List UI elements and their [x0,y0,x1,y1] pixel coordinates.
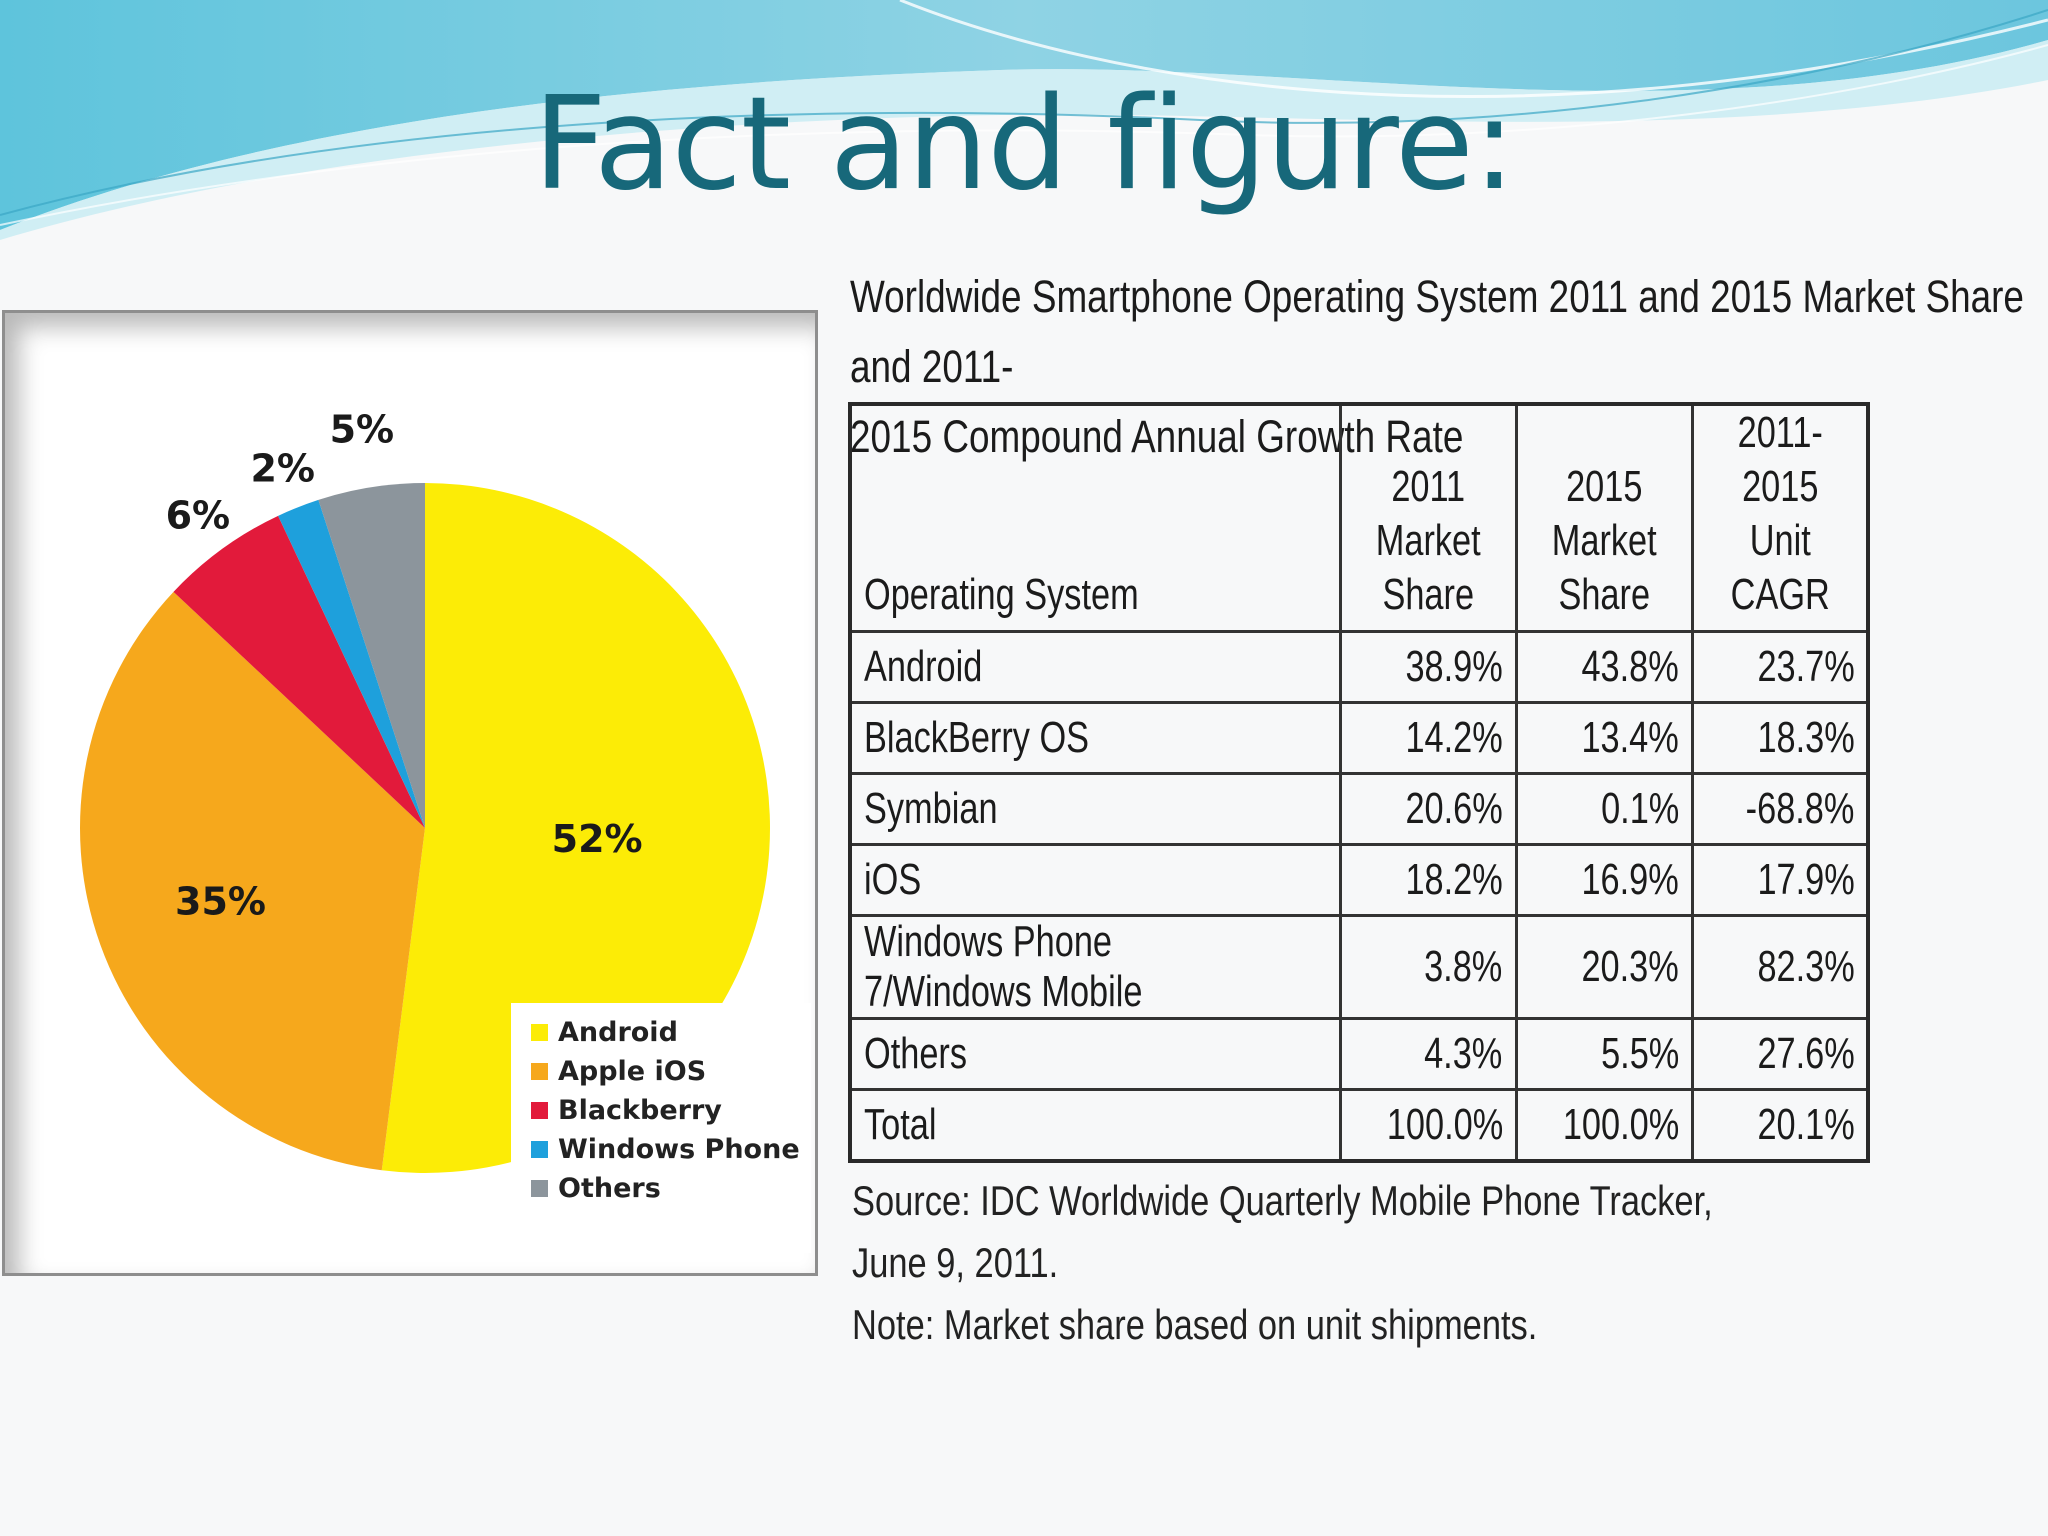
pie-slice-others [318,483,425,828]
pie-slice-android [381,483,770,1173]
table-row: Symbian 20.6% 0.1% -68.8% [848,772,1870,846]
table-cell-value: 43.8% [1514,630,1694,704]
table-cell-value: 18.2% [1338,843,1518,917]
header-wave-decoration [0,0,2048,240]
table-cell-value: 27.6% [1690,1017,1870,1091]
table-cell-value: 3.8% [1338,914,1518,1020]
pie-label-windows-phone: 2% [250,447,315,491]
legend-item-apple-ios: Apple iOS [511,1052,811,1091]
note-text: Note: Market share based on unit shipmen… [852,1301,1538,1348]
table-cell-value: 17.9% [1690,843,1870,917]
legend-item-windows-phone: Windows Phone [511,1130,811,1169]
table-cell-value: 20.6% [1338,772,1518,846]
legend-label: Apple iOS [558,1056,707,1087]
pie-label-others: 5% [330,407,395,451]
legend-swatch [531,1063,548,1080]
pie-label-apple-ios: 35% [175,880,266,924]
slide-title: Fact and figure: [533,70,1516,219]
table-row: Windows Phone 7/Windows Mobile 3.8% 20.3% 8… [848,914,1870,1020]
table-cell-os: Others [848,1017,1342,1091]
table-cell-value: 4.3% [1338,1017,1518,1091]
pie-legend: Android Apple iOS Blackberry Windows Phone O… [511,1003,811,1253]
table-row: BlackBerry OS 14.2% 13.4% 18.3% [848,701,1870,775]
table-cell-os: Total [848,1088,1342,1162]
table-cell-value: 82.3% [1690,914,1870,1020]
table-cell-value: 14.2% [1338,701,1518,775]
table-cell-value: 13.4% [1514,701,1694,775]
pie-label-android: 52% [552,817,643,861]
legend-swatch [531,1180,548,1197]
column-header-cagr: 2011-2015 Unit CAGR [1690,402,1870,633]
table-cell-os: Windows Phone 7/Windows Mobile [848,914,1342,1020]
pie-labels: 52% 35% 6% 2% 5% [166,407,643,923]
legend-label: Android [558,1017,678,1048]
pie-chart-panel: 52% 35% 6% 2% 5% Android Apple iOS Blackberry W… [2,310,818,1276]
table-cell-value: 5.5% [1514,1017,1694,1091]
table-cell-os: BlackBerry OS [848,701,1342,775]
pie-slices [79,483,770,1173]
legend-item-blackberry: Blackberry [511,1091,811,1130]
source-note: Source: IDC Worldwide Quarterly Mobile P… [852,1170,1754,1356]
pie-slice-windows-phone [278,499,425,828]
table-cell-value: 100.0% [1338,1088,1518,1162]
legend-item-android: Android [511,1013,811,1052]
pie-slice-blackberry [173,515,425,828]
column-header-operating-system: Operating System [848,402,1342,633]
table-row: Total 100.0% 100.0% 20.1% [848,1088,1870,1162]
legend-item-others: Others [511,1169,811,1208]
table-cell-value: 18.3% [1690,701,1870,775]
pie-slice-apple-ios [79,591,425,1171]
column-header-2015-share: 2015 Market Share [1514,402,1694,633]
table-cell-os: Android [848,630,1342,704]
table-cell-value: 100.0% [1514,1088,1694,1162]
market-share-table: Operating System 2011 Market Share 2015 Mar… [848,402,1871,1163]
table-cell-value: 0.1% [1514,772,1694,846]
table-row: iOS 18.2% 16.9% 17.9% [848,843,1870,917]
column-header-2011-share: 2011 Market Share [1338,402,1518,633]
pie-chart: 52% 35% 6% 2% 5% [79,407,770,1173]
table-row: Android 38.9% 43.8% 23.7% [848,630,1870,704]
pie-label-blackberry: 6% [166,493,231,537]
table-cell-os: iOS [848,843,1342,917]
legend-swatch [531,1102,548,1119]
table-row: Others 4.3% 5.5% 27.6% [848,1017,1870,1091]
table-cell-value: 20.1% [1690,1088,1870,1162]
legend-label: Others [558,1173,661,1204]
table-cell-value: 16.9% [1514,843,1694,917]
table-body: Android 38.9% 43.8% 23.7% BlackBerry OS 14.2%… [848,630,1870,1162]
market-share-table-wrapper: Operating System 2011 Market Share 2015 Mar… [848,402,1871,1163]
legend-label: Windows Phone [558,1134,800,1165]
table-cell-os: Symbian [848,772,1342,846]
table-cell-value: 20.3% [1514,914,1694,1020]
table-title-line: Worldwide Smartphone Operating System 20… [850,271,2024,392]
table-header-row: Operating System 2011 Market Share 2015 Mar… [848,402,1870,633]
source-text: Source: IDC Worldwide Quarterly Mobile P… [852,1177,1713,1286]
table-cell-value: -68.8% [1690,772,1870,846]
legend-label: Blackberry [558,1095,722,1126]
legend-swatch [531,1141,548,1158]
legend-swatch [531,1024,548,1041]
table-cell-value: 38.9% [1338,630,1518,704]
table-cell-value: 23.7% [1690,630,1870,704]
